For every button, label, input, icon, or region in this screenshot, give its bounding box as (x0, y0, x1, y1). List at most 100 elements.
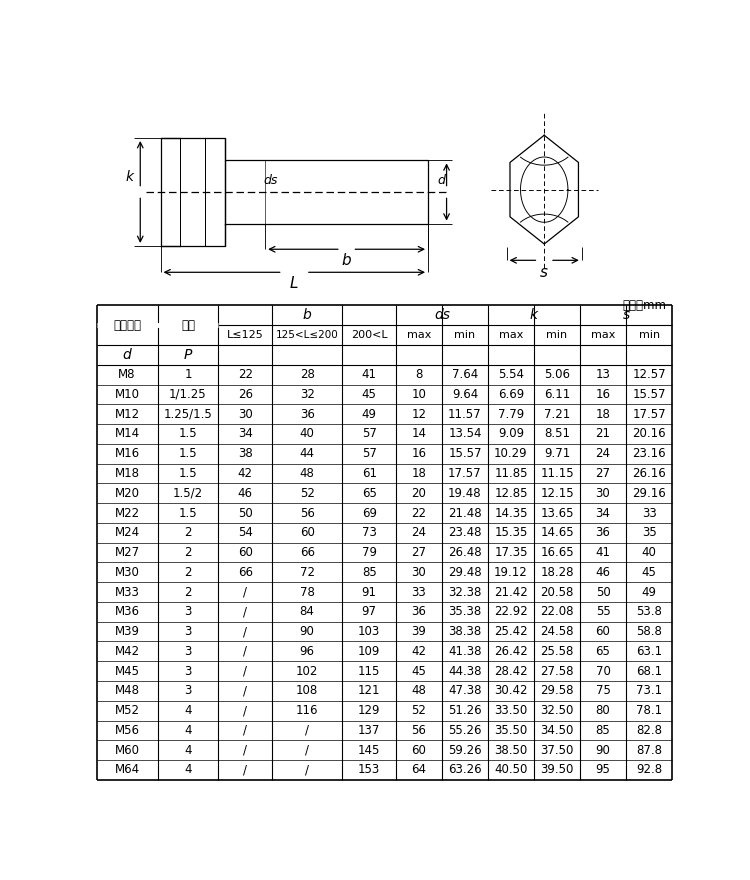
Text: 66: 66 (300, 546, 315, 559)
Text: 56: 56 (300, 507, 314, 519)
Text: 65: 65 (596, 645, 610, 658)
Text: 61: 61 (362, 467, 376, 480)
Text: 97: 97 (362, 605, 376, 619)
Text: k: k (530, 308, 538, 322)
Text: 11.15: 11.15 (540, 467, 574, 480)
Text: 50: 50 (596, 585, 610, 598)
Text: 46: 46 (238, 487, 253, 500)
Text: 90: 90 (300, 625, 314, 638)
Text: 20.16: 20.16 (632, 428, 666, 441)
Text: 53.8: 53.8 (636, 605, 662, 619)
Text: 32.50: 32.50 (540, 704, 574, 717)
Text: ds: ds (434, 308, 450, 322)
Text: 12: 12 (412, 407, 427, 421)
Text: 29.48: 29.48 (448, 566, 482, 579)
Text: 103: 103 (358, 625, 380, 638)
Text: 70: 70 (596, 664, 610, 678)
Text: 23.16: 23.16 (632, 447, 666, 460)
Text: 51.26: 51.26 (448, 704, 482, 717)
Text: 38.50: 38.50 (494, 744, 527, 757)
Text: 15.35: 15.35 (494, 526, 528, 539)
Text: 26.42: 26.42 (494, 645, 528, 658)
Text: 7.79: 7.79 (498, 407, 524, 421)
Text: d: d (123, 348, 131, 362)
Text: 24: 24 (596, 447, 610, 460)
Text: 17.57: 17.57 (632, 407, 666, 421)
Text: M48: M48 (115, 685, 140, 697)
Text: 8: 8 (416, 368, 422, 381)
Text: 2: 2 (184, 566, 192, 579)
Text: /: / (243, 704, 248, 717)
Text: s: s (622, 308, 630, 322)
Text: 1.5: 1.5 (178, 447, 197, 460)
Text: 4: 4 (184, 744, 192, 757)
Text: max: max (499, 330, 523, 341)
Text: 18.28: 18.28 (540, 566, 574, 579)
Text: 18: 18 (596, 407, 610, 421)
Text: 45: 45 (362, 388, 376, 401)
Text: M20: M20 (115, 487, 140, 500)
Text: 145: 145 (358, 744, 380, 757)
Text: 24.58: 24.58 (540, 625, 574, 638)
Text: 41: 41 (596, 546, 610, 559)
Text: 9.09: 9.09 (498, 428, 524, 441)
Text: 11.57: 11.57 (448, 407, 482, 421)
Text: M24: M24 (115, 526, 140, 539)
Text: 20.58: 20.58 (540, 585, 574, 598)
Text: M33: M33 (115, 585, 140, 598)
Text: 73.1: 73.1 (636, 685, 662, 697)
Text: 37.50: 37.50 (540, 744, 574, 757)
Text: 22: 22 (238, 368, 253, 381)
Text: 63.26: 63.26 (448, 764, 482, 776)
Text: s: s (540, 265, 548, 280)
Text: 14.65: 14.65 (540, 526, 574, 539)
Text: 27.58: 27.58 (540, 664, 574, 678)
Text: ds: ds (264, 173, 278, 187)
Text: 36: 36 (596, 526, 610, 539)
Text: /: / (243, 664, 248, 678)
Text: 44.38: 44.38 (448, 664, 482, 678)
Text: 80: 80 (596, 704, 610, 717)
Text: 3: 3 (184, 685, 192, 697)
Text: 24: 24 (412, 526, 427, 539)
Text: 10: 10 (412, 388, 426, 401)
Text: 57: 57 (362, 447, 376, 460)
Text: 22: 22 (412, 507, 427, 519)
Text: 45: 45 (642, 566, 656, 579)
Text: 73: 73 (362, 526, 376, 539)
Text: M8: M8 (118, 368, 136, 381)
Text: /: / (243, 744, 248, 757)
Text: M60: M60 (115, 744, 140, 757)
Text: 78.1: 78.1 (636, 704, 662, 717)
Text: 45: 45 (412, 664, 426, 678)
Text: 14: 14 (412, 428, 427, 441)
Text: M16: M16 (115, 447, 140, 460)
Text: 63.1: 63.1 (636, 645, 662, 658)
Text: 35: 35 (642, 526, 656, 539)
Text: 125<L≤200: 125<L≤200 (276, 330, 338, 341)
Text: 84: 84 (300, 605, 314, 619)
Text: 82.8: 82.8 (636, 724, 662, 737)
Text: 55: 55 (596, 605, 610, 619)
Text: 64: 64 (412, 764, 427, 776)
Text: 39: 39 (412, 625, 426, 638)
Text: 59.26: 59.26 (448, 744, 482, 757)
Text: 200<L: 200<L (351, 330, 388, 341)
Text: 137: 137 (358, 724, 380, 737)
Text: 41.38: 41.38 (448, 645, 482, 658)
Text: 36: 36 (300, 407, 314, 421)
Text: 96: 96 (300, 645, 315, 658)
Text: 38.38: 38.38 (448, 625, 482, 638)
Text: 25.58: 25.58 (540, 645, 574, 658)
Text: 75: 75 (596, 685, 610, 697)
Text: /: / (305, 724, 309, 737)
Text: M10: M10 (115, 388, 140, 401)
Text: 1.5: 1.5 (178, 428, 197, 441)
Text: 55.26: 55.26 (448, 724, 482, 737)
Text: 85: 85 (596, 724, 610, 737)
Text: 1/1.25: 1/1.25 (170, 388, 207, 401)
Text: max: max (406, 330, 431, 341)
Text: M64: M64 (115, 764, 140, 776)
Text: 33: 33 (412, 585, 426, 598)
Text: 7.21: 7.21 (544, 407, 570, 421)
